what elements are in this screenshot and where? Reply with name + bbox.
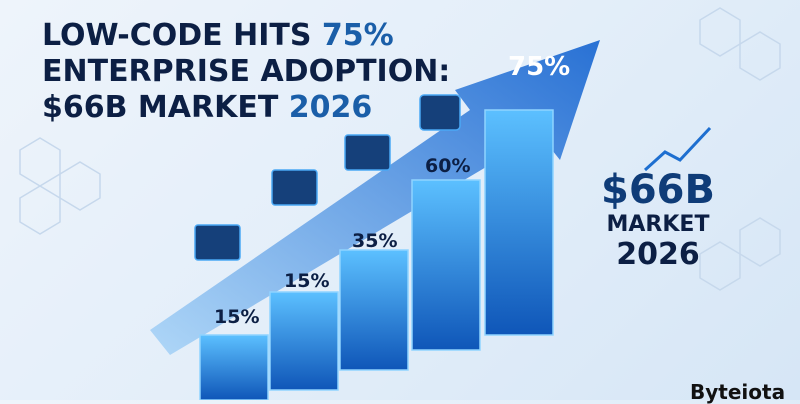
bar-label-5: 75%	[508, 52, 571, 82]
watermark: Byteiota	[690, 380, 786, 404]
market-year: 2026	[616, 237, 700, 272]
bar-label-3: 35%	[352, 230, 398, 252]
hexagon-pattern	[19, 7, 781, 291]
trend-line-icon	[643, 126, 712, 172]
bar-2	[269, 291, 339, 391]
headline: LOW-CODE HITS 75% ENTERPRISE ADOPTION: $…	[42, 18, 450, 126]
headline-line2: ENTERPRISE ADOPTION:	[42, 54, 451, 89]
bar-label-4: 60%	[425, 155, 471, 177]
market-callout: $66B MARKET 2026	[588, 168, 728, 272]
headline-line3: $66B MARKET	[42, 90, 289, 125]
market-label: MARKET	[606, 212, 710, 237]
bar-5	[484, 109, 554, 336]
headline-year: 2026	[288, 90, 373, 125]
code-window-icons	[194, 94, 461, 261]
bar-1	[199, 334, 269, 400]
headline-line1: LOW-CODE HITS	[42, 18, 322, 53]
bar-label-2: 15%	[284, 270, 330, 292]
bar-4	[411, 179, 481, 351]
bar-3	[339, 249, 409, 371]
headline-adoption-pct: 75%	[321, 18, 394, 53]
market-amount: $66B	[601, 167, 715, 213]
bar-label-1: 15%	[214, 306, 260, 328]
